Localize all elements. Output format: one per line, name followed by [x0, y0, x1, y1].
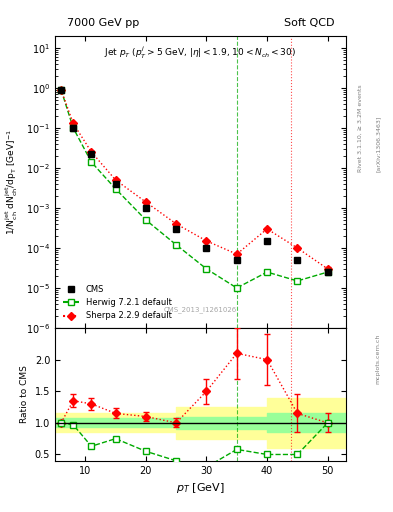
Y-axis label: Ratio to CMS: Ratio to CMS: [20, 366, 29, 423]
Legend: CMS, Herwig 7.2.1 default, Sherpa 2.2.9 default: CMS, Herwig 7.2.1 default, Sherpa 2.2.9 …: [59, 282, 175, 324]
Text: CMS_2013_I1261026: CMS_2013_I1261026: [164, 307, 237, 313]
Text: 7000 GeV pp: 7000 GeV pp: [67, 18, 139, 28]
Text: [arXiv:1306.3463]: [arXiv:1306.3463]: [375, 115, 380, 172]
Text: Jet $p_T$ ($p^j_T$$>$5 GeV, $|\eta|$$<$1.9, 10$<$$N_{ch}$$<$30): Jet $p_T$ ($p^j_T$$>$5 GeV, $|\eta|$$<$1…: [105, 45, 296, 61]
Text: mcplots.cern.ch: mcplots.cern.ch: [375, 333, 380, 383]
X-axis label: $p_T$ [GeV]: $p_T$ [GeV]: [176, 481, 225, 495]
Text: Rivet 3.1.10, ≥ 3.2M events: Rivet 3.1.10, ≥ 3.2M events: [358, 84, 363, 172]
Text: Soft QCD: Soft QCD: [284, 18, 334, 28]
Y-axis label: $\mathregular{1/N_{ch}^{jet}\ dN_{ch}^{jet}/dp_T\ [GeV]^{-1}}$: $\mathregular{1/N_{ch}^{jet}\ dN_{ch}^{j…: [4, 129, 20, 235]
